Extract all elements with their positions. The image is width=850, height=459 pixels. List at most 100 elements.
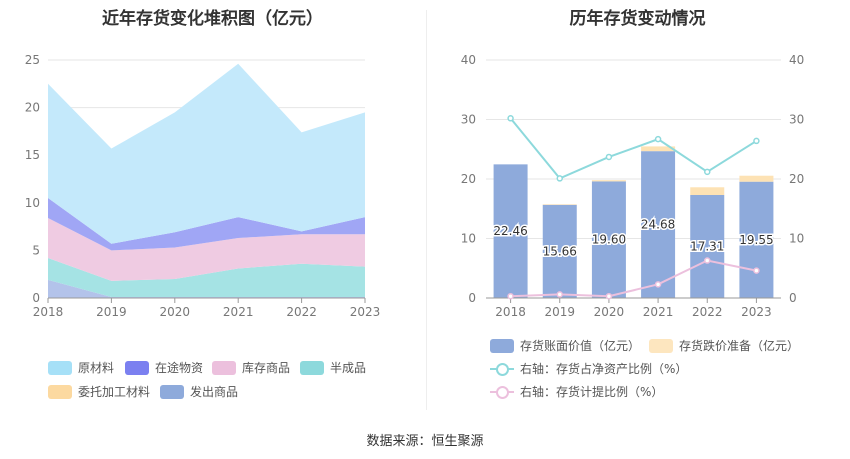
y2-tick-label: 0 xyxy=(789,291,797,305)
x-tick-label: 2023 xyxy=(741,305,772,319)
bar-value-label: 15.66 xyxy=(543,244,577,258)
line-series xyxy=(510,259,757,298)
line-point xyxy=(704,168,711,176)
legend-swatch xyxy=(300,360,324,375)
bar-impairment xyxy=(591,180,626,182)
legend-item-finished-goods[interactable]: 库存商品 xyxy=(212,359,290,376)
area-series xyxy=(48,63,365,244)
legend-swatch xyxy=(48,360,72,375)
y-tick-label: 15 xyxy=(25,148,40,162)
line-point xyxy=(556,291,563,298)
legend-item-semi-finished[interactable]: 半成品 xyxy=(300,359,366,376)
x-tick-label: 2022 xyxy=(286,305,317,319)
area-series xyxy=(48,218,365,281)
bar-impairment xyxy=(739,175,774,182)
legend-label: 右轴：存货占净资产比例（%） xyxy=(520,362,688,376)
legend-item-goods-shipped[interactable]: 发出商品 xyxy=(160,383,238,400)
area-series xyxy=(48,279,365,298)
legend-label: 库存商品 xyxy=(242,361,291,375)
line-point xyxy=(753,267,760,274)
bar-value-label: 22.46 xyxy=(493,224,527,238)
area-series xyxy=(48,258,365,298)
x-tick-label: 2018 xyxy=(33,305,64,319)
x-tick-label: 2020 xyxy=(160,305,191,319)
stacked-area-chart: 0 5 10 15 20 25 2018 2019 2020 2021 2022 2023 xyxy=(25,53,381,319)
y-tick-label: 25 xyxy=(25,53,40,67)
bar-impairment xyxy=(641,146,676,152)
legend-item-in-transit[interactable]: 在途物资 xyxy=(125,359,203,376)
line-point xyxy=(556,175,563,182)
y-tick-label: 20 xyxy=(25,101,40,115)
bar-value-label: 17.31 xyxy=(690,240,724,254)
x-tick-label: 2021 xyxy=(643,305,674,319)
legend-swatch xyxy=(48,384,72,399)
legend-item-consigned-materials[interactable]: 委托加工材料 xyxy=(48,383,150,400)
bar-value-label: 24.68 xyxy=(641,218,675,232)
panel-divider xyxy=(426,10,427,410)
x-tick-label: 2022 xyxy=(692,305,723,319)
data-source: 数据来源：恒生聚源 xyxy=(366,434,484,449)
legend-label: 半成品 xyxy=(330,361,367,375)
y2-tick-label: 40 xyxy=(789,53,804,67)
left-chart-title: 近年存货变化堆积图（亿元） xyxy=(102,9,323,29)
x-tick-label: 2018 xyxy=(495,305,526,319)
y-tick-label: 40 xyxy=(461,53,476,67)
legend-label: 存货跌价准备（亿元） xyxy=(679,339,800,353)
legend-label: 存货账面价值（亿元） xyxy=(520,339,641,353)
line-point xyxy=(507,115,514,122)
legend-item-book-value[interactable]: 存货账面价值（亿元） xyxy=(490,337,640,354)
legend-line-swatch xyxy=(490,385,514,399)
x-tick-label: 2019 xyxy=(96,305,127,319)
line-point xyxy=(654,281,662,288)
legend-swatch xyxy=(125,360,149,375)
y2-tick-label: 20 xyxy=(789,172,804,186)
bar-value-label: 19.60 xyxy=(592,233,626,247)
line-point xyxy=(605,292,613,300)
area-series xyxy=(48,198,365,251)
x-tick-label: 2020 xyxy=(594,305,625,319)
legend-label: 委托加工材料 xyxy=(78,385,151,399)
y-tick-label: 0 xyxy=(468,291,476,305)
x-tick-label: 2023 xyxy=(350,305,381,319)
line-point xyxy=(654,135,662,143)
legend-swatch xyxy=(649,338,673,353)
bar-book-value xyxy=(641,151,676,298)
line-point xyxy=(507,292,514,300)
y-tick-label: 0 xyxy=(32,291,40,305)
legend-label: 在途物资 xyxy=(155,361,204,375)
bar-value-label: 19.55 xyxy=(739,233,773,247)
y-tick-label: 10 xyxy=(461,232,476,246)
y2-tick-label: 10 xyxy=(789,232,804,246)
bar-book-value xyxy=(690,195,725,298)
y-tick-label: 10 xyxy=(25,196,40,210)
legend-item-ratio-net-assets[interactable]: 右轴：存货占净资产比例（%） xyxy=(490,360,687,377)
legend-label: 发出商品 xyxy=(190,385,239,399)
right-chart-title: 历年存货变动情况 xyxy=(569,9,706,29)
y-tick-label: 20 xyxy=(461,172,476,186)
y-tick-label: 30 xyxy=(461,113,476,127)
bar-book-value xyxy=(542,204,577,298)
x-tick-label: 2019 xyxy=(544,305,575,319)
legend-item-raw-materials[interactable]: 原材料 xyxy=(48,359,114,376)
line-series xyxy=(509,117,757,180)
bar-impairment xyxy=(542,204,577,205)
legend-label: 右轴：存货计提比例（%） xyxy=(520,385,664,399)
line-point xyxy=(704,257,711,264)
line-point xyxy=(605,153,613,161)
y-tick-label: 5 xyxy=(32,243,40,257)
bar-impairment xyxy=(690,187,725,196)
legend-label: 原材料 xyxy=(78,361,115,375)
legend-item-provision-ratio[interactable]: 右轴：存货计提比例（%） xyxy=(490,383,663,400)
bar-book-value xyxy=(739,181,774,298)
legend-swatch xyxy=(212,360,236,375)
bar-book-value xyxy=(591,181,626,298)
y2-tick-label: 30 xyxy=(789,113,804,127)
legend-line-swatch xyxy=(490,362,514,376)
legend-swatch xyxy=(490,338,514,353)
legend-item-impairment[interactable]: 存货跌价准备（亿元） xyxy=(649,337,799,354)
bar-book-value xyxy=(493,164,528,298)
x-tick-label: 2021 xyxy=(223,305,254,319)
line-point xyxy=(753,137,760,145)
inventory-bar-line-chart: 0 10 20 30 40 0 10 20 30 40 2018 2019 2020 2021 2022 20… xyxy=(461,53,805,319)
legend-swatch xyxy=(160,384,184,399)
